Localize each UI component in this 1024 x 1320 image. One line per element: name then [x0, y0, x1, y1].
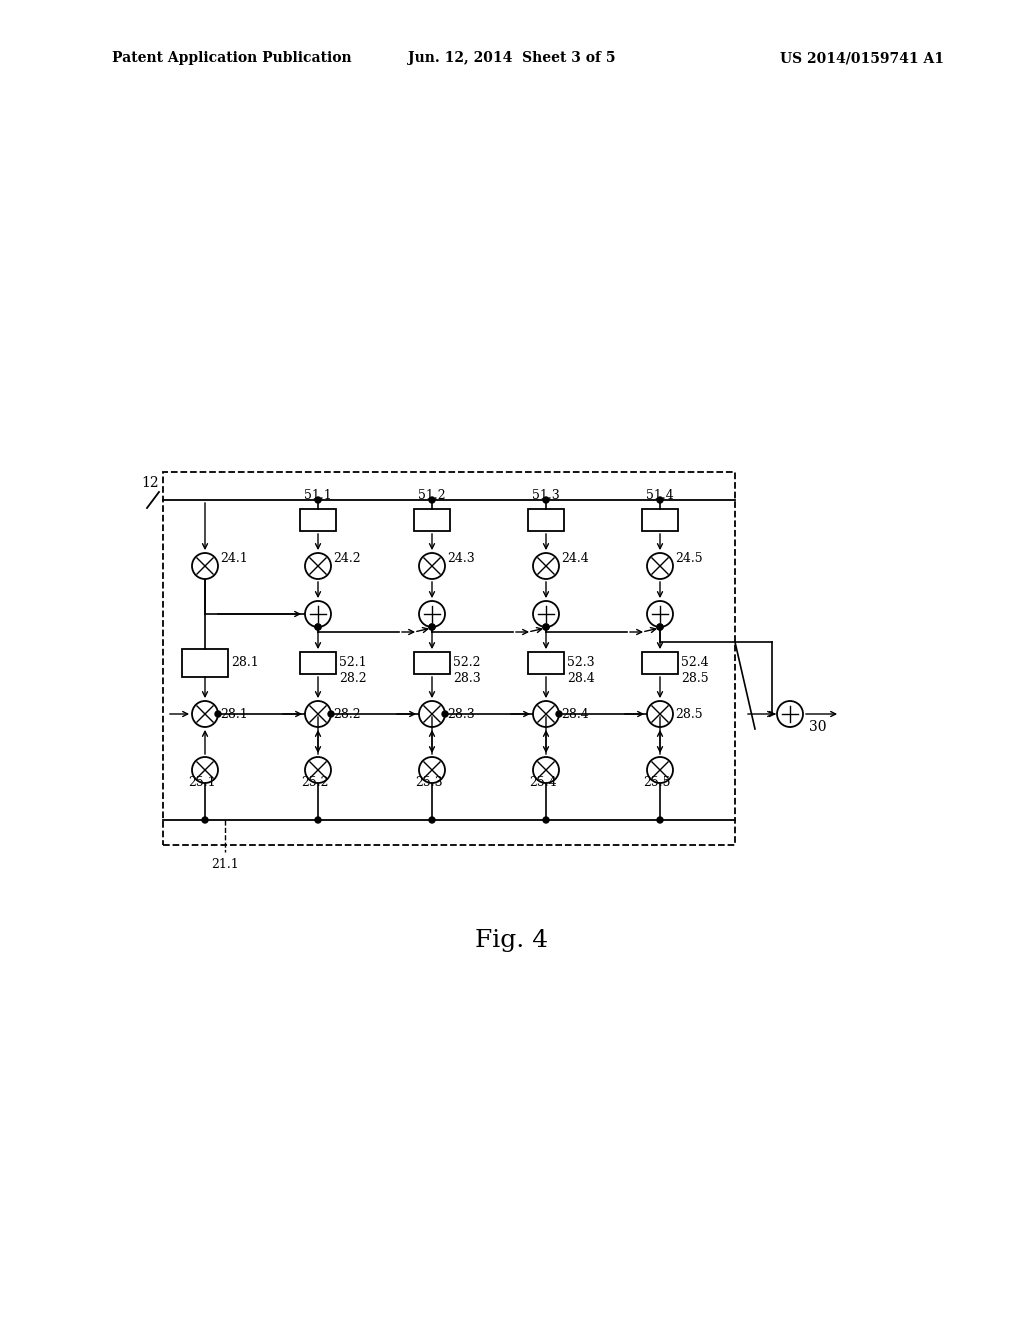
- Circle shape: [777, 701, 803, 727]
- Circle shape: [419, 601, 445, 627]
- Bar: [528, 510, 564, 531]
- Bar: [642, 510, 678, 531]
- Bar: [642, 652, 678, 675]
- Circle shape: [315, 624, 321, 630]
- Text: 24.1: 24.1: [220, 552, 248, 565]
- Text: 52.4: 52.4: [681, 656, 709, 669]
- Circle shape: [534, 601, 559, 627]
- Text: 28.3: 28.3: [453, 672, 480, 685]
- Bar: [414, 510, 450, 531]
- Circle shape: [534, 553, 559, 579]
- Text: 28.1: 28.1: [231, 656, 259, 669]
- Text: 28.2: 28.2: [339, 672, 367, 685]
- Circle shape: [657, 498, 663, 503]
- Circle shape: [543, 498, 549, 503]
- Circle shape: [315, 624, 321, 630]
- Circle shape: [647, 701, 673, 727]
- Text: 51.1: 51.1: [304, 488, 332, 502]
- Circle shape: [534, 701, 559, 727]
- Circle shape: [429, 498, 435, 503]
- Circle shape: [429, 624, 435, 630]
- Text: 25.1: 25.1: [188, 776, 216, 789]
- Circle shape: [429, 817, 435, 822]
- Text: 24.5: 24.5: [675, 552, 702, 565]
- Text: 30: 30: [809, 719, 826, 734]
- Text: US 2014/0159741 A1: US 2014/0159741 A1: [780, 51, 944, 65]
- Circle shape: [556, 711, 562, 717]
- Text: 25.4: 25.4: [529, 776, 557, 789]
- Text: 12: 12: [141, 477, 159, 490]
- Text: 28.2: 28.2: [333, 708, 360, 721]
- Text: 24.2: 24.2: [333, 552, 360, 565]
- Circle shape: [657, 817, 663, 822]
- Circle shape: [419, 701, 445, 727]
- Circle shape: [543, 817, 549, 822]
- Text: 28.4: 28.4: [561, 708, 589, 721]
- Text: 52.2: 52.2: [453, 656, 480, 669]
- Circle shape: [657, 624, 663, 630]
- Circle shape: [315, 498, 321, 503]
- Text: Jun. 12, 2014  Sheet 3 of 5: Jun. 12, 2014 Sheet 3 of 5: [409, 51, 615, 65]
- Text: 25.3: 25.3: [415, 776, 442, 789]
- Circle shape: [193, 701, 218, 727]
- Text: 28.5: 28.5: [681, 672, 709, 685]
- Text: 28.4: 28.4: [567, 672, 595, 685]
- Text: 21.1: 21.1: [211, 858, 239, 871]
- Text: 51.3: 51.3: [532, 488, 560, 502]
- Text: 24.3: 24.3: [447, 552, 475, 565]
- Circle shape: [543, 624, 549, 630]
- Circle shape: [193, 553, 218, 579]
- Text: 52.3: 52.3: [567, 656, 595, 669]
- Text: 25.5: 25.5: [643, 776, 671, 789]
- Bar: [414, 652, 450, 675]
- Circle shape: [419, 553, 445, 579]
- Circle shape: [647, 553, 673, 579]
- Circle shape: [534, 756, 559, 783]
- Circle shape: [215, 711, 221, 717]
- Bar: [300, 652, 336, 675]
- Circle shape: [543, 624, 549, 630]
- Bar: [182, 649, 228, 677]
- Circle shape: [305, 553, 331, 579]
- Text: 28.1: 28.1: [220, 708, 248, 721]
- Circle shape: [305, 756, 331, 783]
- Circle shape: [429, 624, 435, 630]
- Bar: [300, 510, 336, 531]
- Circle shape: [442, 711, 449, 717]
- Circle shape: [657, 624, 663, 630]
- Text: 28.3: 28.3: [447, 708, 475, 721]
- Text: 52.1: 52.1: [339, 656, 367, 669]
- Text: 28.5: 28.5: [675, 708, 702, 721]
- Bar: [528, 652, 564, 675]
- Circle shape: [305, 601, 331, 627]
- Circle shape: [647, 756, 673, 783]
- Text: 24.4: 24.4: [561, 552, 589, 565]
- Circle shape: [647, 601, 673, 627]
- Circle shape: [328, 711, 334, 717]
- Circle shape: [305, 701, 331, 727]
- Circle shape: [202, 817, 208, 822]
- Circle shape: [193, 756, 218, 783]
- Text: 51.4: 51.4: [646, 488, 674, 502]
- Text: Fig. 4: Fig. 4: [475, 928, 549, 952]
- Text: 51.2: 51.2: [418, 488, 445, 502]
- Text: 25.2: 25.2: [301, 776, 329, 789]
- Circle shape: [419, 756, 445, 783]
- Bar: [163, 473, 735, 845]
- Circle shape: [315, 817, 321, 822]
- Text: Patent Application Publication: Patent Application Publication: [112, 51, 351, 65]
